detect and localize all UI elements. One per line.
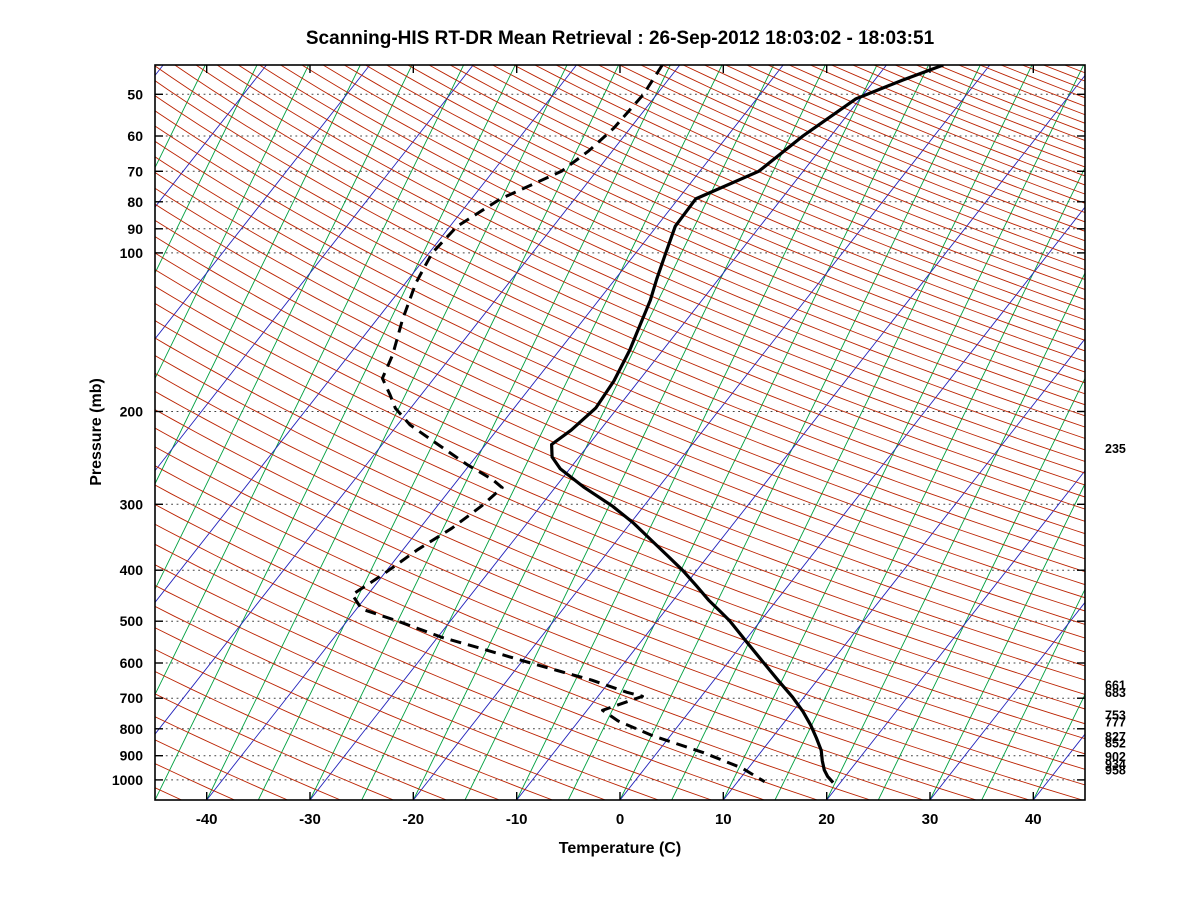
svg-text:60: 60 [127, 128, 143, 144]
svg-text:10: 10 [715, 811, 732, 828]
svg-text:777: 777 [1105, 716, 1126, 730]
svg-text:1000: 1000 [112, 772, 143, 788]
svg-text:0: 0 [616, 811, 624, 828]
svg-text:661: 661 [1105, 679, 1126, 693]
axis-ticks [155, 65, 1085, 800]
svg-text:852: 852 [1105, 737, 1126, 751]
dew-point-trace [350, 65, 766, 783]
svg-text:683: 683 [1105, 686, 1126, 700]
svg-text:100: 100 [120, 245, 144, 261]
chart-title: Scanning-HIS RT-DR Mean Retrieval : 26-S… [305, 28, 935, 49]
svg-text:50: 50 [127, 86, 143, 102]
svg-text:30: 30 [922, 811, 939, 828]
background-reference-lines [155, 65, 1085, 800]
isobar-gridlines [155, 93, 1085, 781]
dry-adiabat-lines [155, 65, 1085, 800]
temperature-trace [549, 65, 944, 784]
svg-text:80: 80 [127, 194, 143, 210]
svg-text:-20: -20 [402, 811, 424, 828]
svg-text:827: 827 [1105, 730, 1126, 744]
svg-text:800: 800 [120, 721, 144, 737]
svg-text:300: 300 [120, 496, 144, 512]
svg-text:400: 400 [120, 562, 144, 578]
svg-text:235: 235 [1105, 442, 1126, 456]
svg-text:200: 200 [120, 404, 144, 420]
svg-text:500: 500 [120, 613, 144, 629]
svg-text:70: 70 [127, 163, 143, 179]
x-axis-label: Temperature (C) [558, 840, 682, 857]
svg-text:90: 90 [127, 221, 143, 237]
svg-text:-10: -10 [506, 811, 528, 828]
svg-text:-30: -30 [299, 811, 321, 828]
axis-tick-labels: -40 -30 -20 -10 0 10 20 30 40 50 60 70 80 90 100 200 300… [112, 86, 1042, 828]
svg-text:600: 600 [120, 655, 144, 671]
svg-text:900: 900 [120, 748, 144, 764]
svg-text:958: 958 [1105, 764, 1126, 778]
svg-text:-40: -40 [196, 811, 218, 828]
svg-text:902: 902 [1105, 750, 1126, 764]
svg-text:20: 20 [818, 811, 835, 828]
plot-frame [154, 64, 1086, 801]
svg-text:40: 40 [1025, 811, 1042, 828]
svg-text:753: 753 [1105, 708, 1126, 722]
svg-text:934: 934 [1105, 758, 1126, 772]
sounding-profiles [350, 65, 944, 784]
svg-text:700: 700 [120, 690, 144, 706]
